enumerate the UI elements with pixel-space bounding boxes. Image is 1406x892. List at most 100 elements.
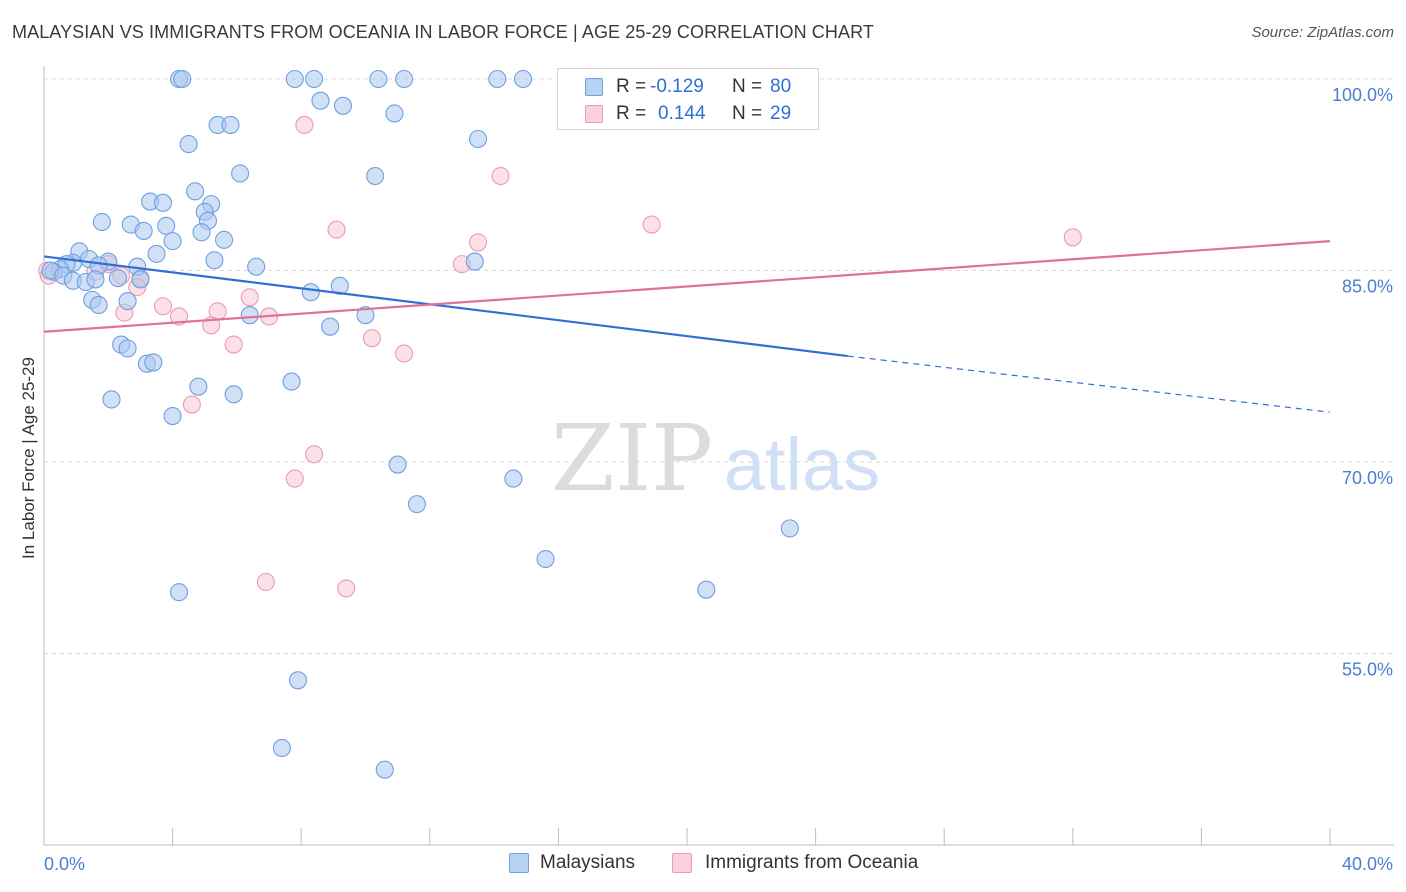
oceania-point: [327, 220, 346, 239]
legend-label-malaysians: Malaysians: [540, 852, 636, 873]
trend-lines: [43, 240, 1331, 413]
oceania-point: [305, 445, 324, 464]
oceania-point: [256, 572, 275, 592]
chart-title: MALAYSIAN VS IMMIGRANTS FROM OCEANIA IN …: [12, 22, 874, 42]
y-tick-label: 100.0%: [1332, 85, 1393, 105]
malaysian-point: [311, 91, 330, 110]
malaysian-point: [173, 69, 192, 89]
malaysian-point: [224, 385, 243, 404]
malaysian-point: [179, 135, 198, 154]
oceania-point: [1063, 228, 1082, 247]
series-legend: Malaysians Immigrants from Oceania: [0, 850, 1406, 880]
malaysian-point: [780, 519, 799, 538]
oceania-point: [362, 329, 381, 348]
malaysian-point: [513, 69, 533, 89]
malaysian-point: [504, 469, 523, 488]
malaysian-point: [214, 230, 234, 249]
malaysian-point: [385, 104, 404, 123]
malaysian-point: [356, 306, 375, 325]
watermark: ZIP atlas: [551, 405, 880, 512]
y-tick-label: 55.0%: [1342, 660, 1393, 680]
malaysian-point: [153, 193, 173, 212]
malaysian-point: [366, 166, 385, 186]
y-tick-label: 85.0%: [1342, 277, 1393, 297]
oceania-point: [642, 215, 661, 234]
oceania-point: [224, 335, 243, 354]
malaysian-point: [333, 96, 353, 115]
malaysian-point: [301, 283, 320, 302]
legend-r-value: 0.144: [658, 103, 706, 124]
malaysian-point: [272, 738, 291, 758]
malaysian-point: [163, 232, 182, 251]
malaysian-point: [395, 69, 414, 89]
grid-lines: [44, 78, 1394, 654]
malaysian-point: [285, 69, 304, 89]
malaysian-point: [221, 115, 240, 135]
malaysian-point: [240, 306, 259, 325]
malaysian-point: [102, 390, 121, 409]
oceania-point: [240, 288, 259, 307]
malaysian-point: [186, 182, 205, 201]
oceania-point: [182, 395, 201, 414]
legend-swatch-oceania: [672, 853, 692, 873]
malaysian-point: [465, 252, 484, 271]
malaysian-point: [388, 455, 407, 474]
malaysian-point: [134, 221, 153, 240]
malaysian-point: [118, 292, 137, 311]
oceania-point: [468, 233, 488, 252]
malaysian-point: [86, 270, 105, 289]
malaysian-point: [231, 164, 250, 183]
legend-n-label: N =: [732, 76, 763, 97]
malaysian-trend-line: [43, 255, 848, 358]
malaysian-point: [321, 317, 340, 336]
legend-swatch-blue: [585, 78, 603, 96]
malaysian-point: [468, 129, 488, 149]
oceania-point: [285, 469, 304, 488]
malaysian-point: [488, 69, 507, 89]
malaysian-point: [147, 244, 166, 263]
malaysian-points: [41, 69, 799, 779]
malaysian-point: [89, 295, 108, 315]
legend-label-oceania: Immigrants from Oceania: [705, 852, 919, 873]
watermark-zip: ZIP: [551, 405, 713, 512]
malaysian-point: [375, 760, 394, 779]
malaysian-point: [144, 353, 163, 372]
x-tick-label: 40.0%: [1342, 854, 1393, 874]
oceania-point: [395, 344, 414, 363]
malaysian-point: [407, 495, 426, 514]
y-tick-label: 70.0%: [1342, 468, 1393, 488]
legend-r-label: R =: [616, 76, 647, 97]
malaysian-point: [288, 671, 308, 690]
malaysian-point: [536, 549, 555, 569]
malaysian-point: [169, 583, 189, 602]
oceania-point: [169, 307, 189, 326]
legend-n-value: 80: [770, 76, 792, 97]
legend-swatch-malaysians: [509, 853, 529, 873]
oceania-trend-line: [43, 240, 1331, 333]
oceania-point: [295, 115, 314, 135]
legend-r-label: R =: [616, 103, 647, 124]
malaysian-point: [189, 377, 208, 396]
malaysian-point: [131, 270, 150, 289]
tick-labels: 55.0% 70.0% 85.0% 100.0% 0.0% 40.0%: [44, 85, 1393, 874]
malaysian-point: [282, 372, 301, 391]
malaysian-point: [205, 251, 224, 270]
malaysian-point: [330, 276, 349, 295]
oceania-point: [491, 166, 510, 186]
malaysian-point: [697, 580, 716, 599]
malaysian-point: [369, 69, 388, 89]
oceania-point: [153, 297, 173, 316]
stats-legend: R = -0.129 N = 80 R = 0.144 N = 29: [557, 68, 819, 130]
malaysian-point: [92, 212, 111, 232]
malaysian-point: [247, 257, 266, 276]
malaysian-trend-extension: [847, 355, 1331, 413]
oceania-point: [337, 579, 356, 598]
malaysian-point: [192, 223, 211, 242]
watermark-atlas: atlas: [724, 423, 880, 506]
axes: [43, 66, 1394, 846]
malaysian-point: [118, 339, 137, 358]
malaysian-point: [157, 216, 176, 235]
legend-n-value: 29: [770, 103, 792, 124]
malaysian-point: [163, 406, 182, 426]
